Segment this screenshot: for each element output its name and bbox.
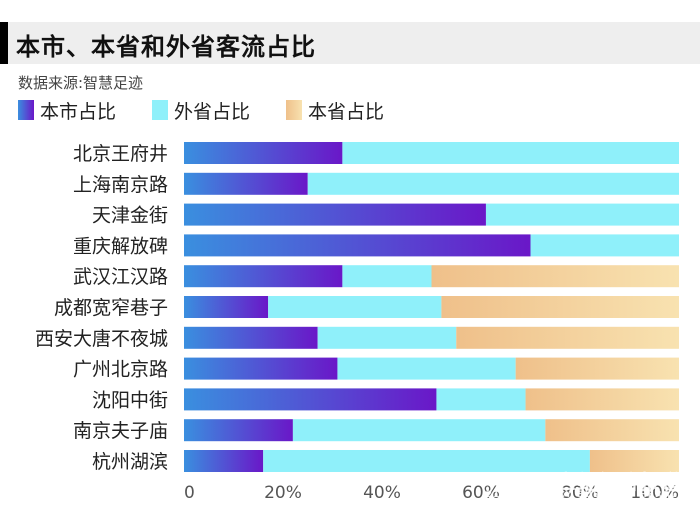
bar-local-9 [184,419,293,442]
x-tick-label-2: 40% [363,483,401,503]
bar-out-of-province-5 [268,296,442,318]
bar-local-8 [184,388,437,411]
x-tick-label-4: 80% [561,483,599,503]
legend-swatch-local [18,100,34,120]
bar-province-6 [456,326,679,349]
bar-local-7 [184,357,338,380]
bar-province-9 [545,419,679,442]
category-label-10: 杭州湖滨 [92,451,168,473]
category-label-1: 上海南京路 [73,174,168,196]
category-labels: 北京王府井上海南京路天津金街重庆解放碑武汉江汉路成都宽窄巷子西安大唐不夜城广州北… [35,143,168,473]
category-label-3: 重庆解放碑 [73,235,168,257]
bar-local-2 [184,203,486,226]
category-label-0: 北京王府井 [73,143,168,165]
bar-out-of-province-4 [342,265,432,288]
chart-title: 本市、本省和外省客流占比 [16,33,316,61]
bar-province-7 [515,357,679,380]
title-bar: 本市、本省和外省客流占比 [0,22,700,64]
category-label-7: 广州北京路 [73,359,168,381]
bar-out-of-province-7 [337,357,516,380]
bar-local-1 [184,172,308,195]
bar-out-of-province-1 [307,172,679,195]
legend-item-local: 本市占比 [18,97,116,124]
category-label-9: 南京夫子庙 [73,420,168,442]
bar-out-of-province-3 [530,234,679,257]
bar-out-of-province-10 [263,450,590,472]
x-tick-label-1: 20% [264,483,302,503]
bar-local-6 [184,326,318,349]
category-label-4: 武汉江汉路 [73,266,168,288]
bar-province-4 [431,265,679,288]
bar-out-of-province-2 [485,203,679,226]
legend-item-out-of-province: 外省占比 [152,97,250,124]
x-tick-label-0: 0 [184,483,195,503]
bar-local-3 [184,234,531,257]
bar-local-10 [184,450,264,472]
legend-label-out-of-province: 外省占比 [174,100,251,123]
bar-out-of-province-6 [317,326,457,349]
bar-local-4 [184,265,343,288]
bar-local-0 [184,142,343,164]
x-axis-ticks: 0 20% 40% 60% 80% 100% [184,483,679,503]
bar-province-5 [441,296,679,318]
watermark-sub: 21ST CENTURY BUSINESS HERALD [485,490,686,500]
bar-out-of-province-0 [342,142,679,164]
bar-out-of-province-9 [292,419,546,442]
bar-province-10 [589,450,679,472]
watermark: 21世纪经济报道 [526,470,682,494]
bars-group [184,142,679,472]
legend-label-local: 本市占比 [40,100,117,123]
category-label-5: 成都宽窄巷子 [54,297,168,319]
category-label-8: 沈阳中街 [92,389,168,411]
x-tick-label-5: 100% [630,483,679,503]
data-source: 数据来源:智慧足迹 [18,74,144,92]
legend-label-province: 本省占比 [308,100,385,123]
legend-swatch-out-of-province [152,100,169,120]
title-accent [0,22,8,64]
bar-province-8 [525,388,679,411]
bar-local-5 [184,296,269,318]
legend-item-province: 本省占比 [286,97,384,124]
legend: 本市占比 外省占比 本省占比 [18,97,420,124]
category-label-6: 西安大唐不夜城 [35,328,168,350]
x-tick-label-3: 60% [462,483,500,503]
category-label-2: 天津金街 [92,205,168,227]
legend-swatch-province [286,100,303,120]
bar-out-of-province-8 [436,388,526,411]
